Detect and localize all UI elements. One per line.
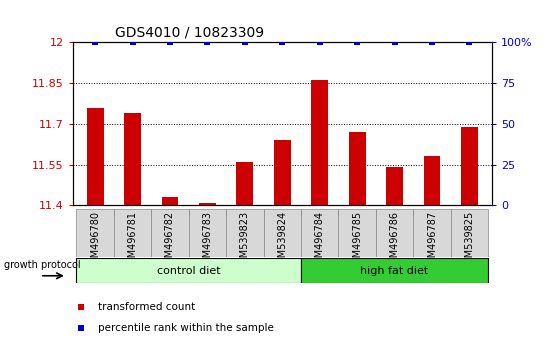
- Text: high fat diet: high fat diet: [361, 266, 429, 276]
- Bar: [226, 209, 264, 257]
- Bar: [301, 258, 488, 283]
- Text: GDS4010 / 10823309: GDS4010 / 10823309: [115, 26, 264, 40]
- Bar: [199, 202, 216, 205]
- Text: GSM496780: GSM496780: [90, 211, 100, 270]
- Bar: [162, 197, 178, 205]
- Text: transformed count: transformed count: [98, 302, 195, 312]
- Bar: [424, 156, 440, 205]
- Bar: [301, 209, 338, 257]
- Bar: [151, 209, 189, 257]
- Bar: [77, 258, 301, 283]
- Text: percentile rank within the sample: percentile rank within the sample: [98, 323, 274, 333]
- Bar: [87, 108, 103, 205]
- Bar: [236, 162, 253, 205]
- Bar: [274, 140, 291, 205]
- Text: GSM496786: GSM496786: [390, 211, 400, 270]
- Bar: [77, 209, 114, 257]
- Bar: [264, 209, 301, 257]
- Text: GSM496783: GSM496783: [202, 211, 212, 270]
- Text: GSM539824: GSM539824: [277, 211, 287, 270]
- Text: growth protocol: growth protocol: [4, 260, 80, 270]
- Bar: [461, 127, 478, 205]
- Bar: [413, 209, 451, 257]
- Bar: [124, 113, 141, 205]
- Text: GSM496781: GSM496781: [127, 211, 138, 270]
- Text: GSM539825: GSM539825: [465, 211, 475, 270]
- Bar: [386, 167, 403, 205]
- Bar: [189, 209, 226, 257]
- Text: GSM496784: GSM496784: [315, 211, 325, 270]
- Text: control diet: control diet: [157, 266, 220, 276]
- Bar: [114, 209, 151, 257]
- Bar: [376, 209, 413, 257]
- Bar: [349, 132, 366, 205]
- Text: GSM496785: GSM496785: [352, 211, 362, 270]
- Text: GSM496787: GSM496787: [427, 211, 437, 270]
- Bar: [451, 209, 488, 257]
- Text: GSM496782: GSM496782: [165, 211, 175, 270]
- Bar: [338, 209, 376, 257]
- Text: GSM539823: GSM539823: [240, 211, 250, 270]
- Bar: [311, 80, 328, 205]
